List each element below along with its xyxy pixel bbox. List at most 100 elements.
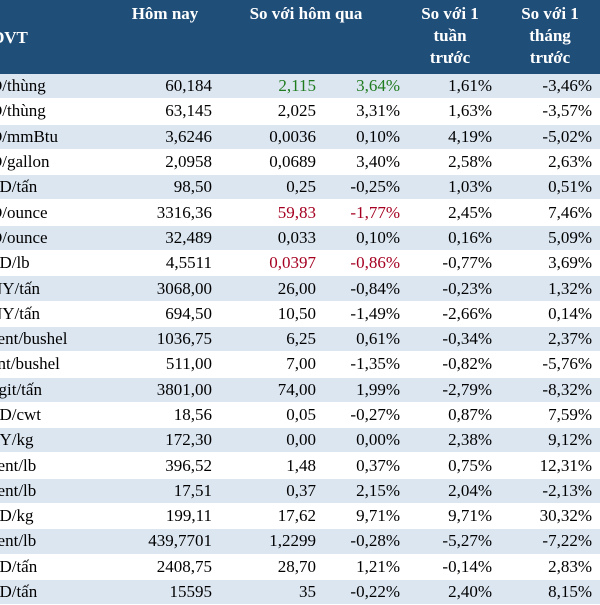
month-change-cell-text: 9,12% [548,430,592,450]
table-row: cent/lb 17,51 0,37 2,15% 2,04% -2,13% [0,478,600,505]
table-row: D/mmBtu 3,6246 0,0036 0,10% 4,19% -5,02% [0,124,600,150]
today-price-cell-text: 17,51 [173,480,212,500]
change-value-cell: 0,37 [212,479,316,503]
change-percent-cell-text: 2,15% [356,480,400,500]
change-value-cell-text: 0,0397 [269,253,316,273]
today-price-cell-text: 4,5511 [165,253,212,273]
unit-cell: ent/bushel [0,352,118,376]
change-value-cell-text: 0,00 [286,430,316,450]
month-change-cell: 1,32% [492,276,592,300]
change-value-cell-text: 0,05 [286,405,316,424]
week-change-cell: 2,04% [400,479,492,503]
month-change-cell: 0,14% [492,302,592,326]
month-change-cell-text: 2,83% [548,556,592,576]
header-unit-label: ĐVT [0,28,28,47]
week-change-cell-text: 2,04% [448,480,492,500]
week-change-cell-text: -0,14% [442,556,492,576]
change-percent-cell-text: -1,35% [350,354,400,374]
month-change-cell: 9,12% [492,428,592,452]
change-value-cell-text: 6,25 [286,329,316,349]
month-change-cell: 7,59% [492,403,592,427]
week-change-cell: 2,45% [400,200,492,224]
month-change-cell-text: 0,51% [548,177,592,197]
month-change-cell: -5,02% [492,125,592,149]
unit-cell-text: D/mmBtu [0,126,59,146]
month-change-cell-text: 7,46% [548,202,592,222]
change-percent-cell: -0,28% [316,529,400,553]
unit-cell-text: D/ounce [0,227,48,247]
unit-cell-text: SD/lb [0,253,30,273]
unit-cell: NY/tấn [0,302,118,326]
header-vs-yesterday-label: So với hôm qua [249,4,363,23]
today-price-cell: 3801,00 [118,378,212,402]
month-change-cell: -3,46% [492,74,592,98]
unit-cell: D/thùng [0,74,118,98]
month-change-cell-text: -5,76% [542,354,592,374]
change-value-cell: 35 [212,580,316,604]
change-value-cell-text: 2,025 [277,101,316,121]
change-value-cell: 28,70 [212,555,316,579]
change-percent-cell: 0,10% [316,125,400,149]
unit-cell-text: D/gallon [0,152,50,172]
change-percent-cell: -0,84% [316,276,400,300]
week-change-cell-text: 2,40% [448,582,492,602]
unit-cell-text: ent/bushel [0,354,60,374]
change-percent-cell: -0,27% [316,403,400,427]
week-change-cell: 2,58% [400,150,492,174]
change-value-cell-text: 2,115 [278,76,316,96]
week-change-cell: -0,34% [400,327,492,351]
week-change-cell: 0,75% [400,453,492,477]
month-change-cell-text: 7,59% [548,405,592,424]
today-price-cell-text: 2408,75 [156,556,212,576]
change-value-cell: 7,00 [212,352,316,376]
table-row: SD/kg 199,11 17,62 9,71% 9,71% 30,32% [0,504,600,530]
table-row: SD/lb 4,5511 0,0397 -0,86% -0,77% 3,69% [0,251,600,277]
change-value-cell-text: 26,00 [277,278,316,298]
week-change-cell-text: 2,58% [448,152,492,172]
week-change-cell: 1,03% [400,175,492,199]
change-percent-cell: -1,35% [316,352,400,376]
change-value-cell: 17,62 [212,504,316,528]
today-price-cell-text: 439,7701 [148,531,212,551]
change-percent-cell: 9,71% [316,504,400,528]
today-price-cell: 3068,00 [118,276,212,300]
unit-cell: ggit/tấn [0,378,118,402]
unit-cell: SD/tấn [0,175,118,199]
month-change-cell-text: 0,14% [548,303,592,323]
table-row: D/thùng 63,145 2,025 3,31% 1,63% -3,57% [0,99,600,125]
unit-cell-text: PY/kg [0,430,34,450]
week-change-cell-text: 0,16% [448,227,492,247]
change-value-cell: 10,50 [212,302,316,326]
change-value-cell-text: 1,48 [286,455,316,475]
week-change-cell: -0,77% [400,251,492,275]
table-row: cent/lb 439,7701 1,2299 -0,28% -5,27% -7,22% [0,529,600,555]
unit-cell-text: D/thùng [0,76,46,96]
unit-cell: cent/lb [0,529,118,553]
month-change-cell-text: 8,15% [548,582,592,602]
change-value-cell-text: 35 [299,582,316,602]
header-today-label: Hôm nay [131,4,199,23]
change-percent-cell: -0,25% [316,175,400,199]
change-value-cell-text: 74,00 [277,379,316,399]
table-row: D/thùng 60,184 2,115 3,64% 1,61% -3,46% [0,74,600,100]
change-percent-cell: 1,99% [316,378,400,402]
today-price-cell-text: 98,50 [173,177,212,197]
change-percent-cell-text: 0,10% [356,227,400,247]
today-price-cell-text: 3801,00 [156,379,212,399]
month-change-cell: 7,46% [492,200,592,224]
header-unit: ĐVT [0,0,52,74]
change-percent-cell-text: -0,28% [350,531,400,551]
change-value-cell-text: 7,00 [286,354,316,374]
today-price-cell: 32,489 [118,226,212,250]
change-percent-cell-text: -0,22% [350,582,400,602]
month-change-cell: -2,13% [492,479,592,503]
change-percent-cell-text: 1,21% [356,556,400,576]
change-percent-cell-text: 0,37% [356,455,400,475]
today-price-cell-text: 172,30 [165,430,212,450]
unit-cell-text: SD/tấn [0,177,38,197]
change-percent-cell-text: -0,86% [350,253,400,273]
table-header: ĐVT Hôm nay So với hôm qua So với 1 tuần… [0,0,600,74]
month-change-cell: 2,83% [492,555,592,579]
change-percent-cell: 2,15% [316,479,400,503]
